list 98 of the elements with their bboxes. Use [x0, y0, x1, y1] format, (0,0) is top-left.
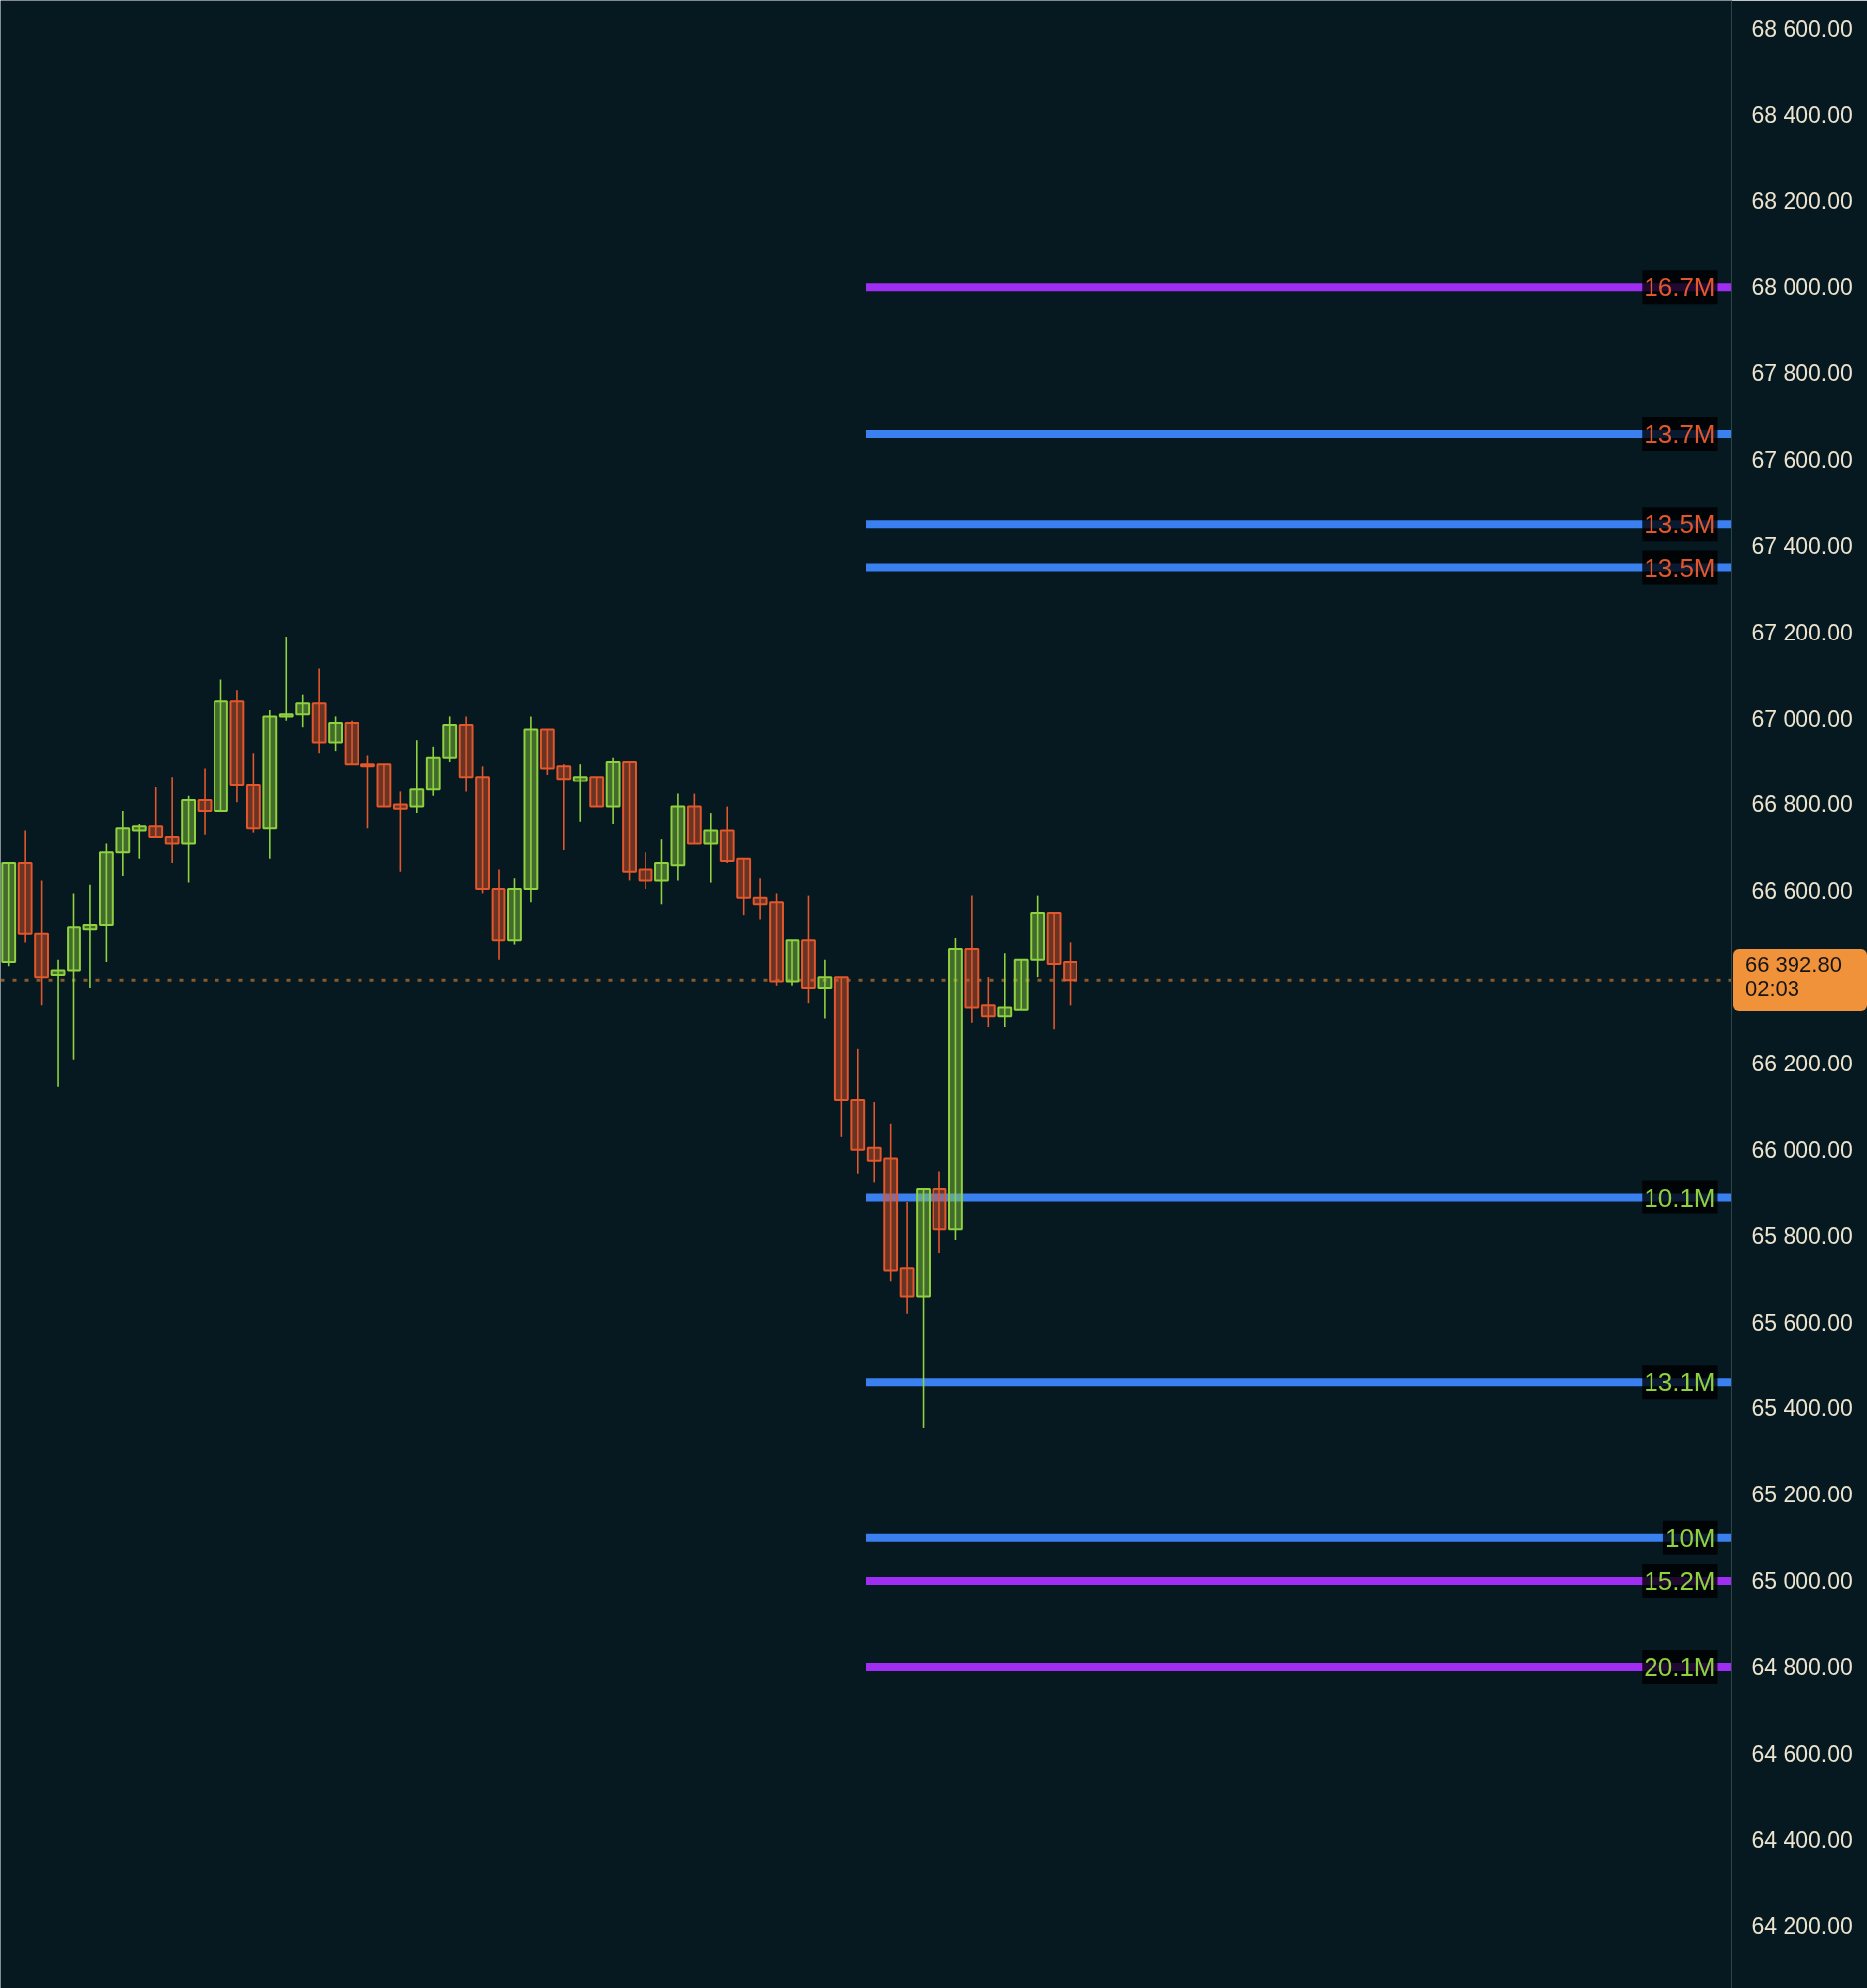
candlestick — [670, 792, 686, 882]
candlestick — [360, 754, 375, 830]
y-tick-label: 65 000.00 — [1751, 1568, 1853, 1595]
candlestick — [17, 829, 33, 944]
candlestick — [916, 1187, 931, 1429]
candlestick — [164, 776, 180, 864]
candlestick — [948, 937, 963, 1241]
candlestick — [491, 868, 506, 961]
ref-line-label: 13.1M — [1644, 1367, 1716, 1398]
y-tick-label: 68 200.00 — [1751, 188, 1853, 214]
candlestick — [980, 976, 996, 1028]
y-tick-label: 66 000.00 — [1751, 1136, 1853, 1163]
candlestick — [736, 857, 752, 916]
candlestick — [932, 1170, 947, 1254]
y-tick-label: 64 600.00 — [1751, 1740, 1853, 1767]
candlestick — [752, 877, 768, 921]
candlestick — [1013, 958, 1029, 1011]
candlestick — [850, 1047, 866, 1175]
y-tick-label: 65 400.00 — [1751, 1395, 1853, 1422]
candlestick — [899, 1201, 915, 1315]
candlestick — [833, 976, 849, 1138]
candlestick — [589, 776, 605, 808]
candlestick — [605, 756, 621, 825]
ref-line-label: 16.7M — [1644, 272, 1716, 303]
candlestick — [1030, 894, 1046, 978]
candlestick — [82, 883, 98, 989]
candlestick — [131, 823, 147, 860]
y-tick-label: 65 800.00 — [1751, 1222, 1853, 1249]
candlestick — [1063, 941, 1077, 1007]
y-tick-label: 68 600.00 — [1751, 15, 1853, 42]
candlestick — [181, 794, 197, 884]
candlestick — [866, 1101, 882, 1184]
candlestick — [572, 763, 588, 823]
candlestick — [539, 728, 555, 776]
candlestick — [34, 879, 50, 1007]
candlestick — [817, 958, 833, 1020]
candlestick — [1046, 911, 1062, 1031]
candlestick — [801, 894, 816, 1004]
candlestick — [654, 838, 669, 906]
candlestick — [475, 765, 490, 895]
candlestick — [785, 939, 800, 987]
candlestick — [344, 719, 359, 766]
candlestick — [376, 763, 392, 808]
ref-line-label: 10M — [1664, 1522, 1716, 1553]
y-tick-label: 64 800.00 — [1751, 1653, 1853, 1680]
candlestick — [638, 851, 653, 890]
y-tick-label: 64 200.00 — [1751, 1913, 1853, 1939]
ref-line-label: 20.1M — [1644, 1651, 1716, 1682]
candlestick — [311, 667, 327, 755]
candlestick — [719, 805, 735, 864]
y-tick-label: 65 200.00 — [1751, 1482, 1853, 1508]
candlestick — [245, 752, 261, 834]
y-tick-label: 67 400.00 — [1751, 532, 1853, 559]
candlestick — [964, 894, 980, 1024]
candlestick — [392, 790, 408, 873]
y-tick-label: 66 600.00 — [1751, 878, 1853, 905]
candlestick — [769, 892, 784, 987]
candlestick — [883, 1122, 899, 1283]
candlestick — [997, 952, 1013, 1028]
y-tick-label: 65 600.00 — [1751, 1309, 1853, 1336]
ref-line-label: 13.5M — [1644, 509, 1716, 540]
candlestick — [1, 862, 17, 968]
candlestick — [98, 842, 114, 963]
y-tick-label: 67 600.00 — [1751, 447, 1853, 473]
candlestick — [262, 709, 278, 860]
candlestick — [67, 892, 81, 1061]
ref-line-label: 13.7M — [1644, 418, 1716, 449]
candlestick — [523, 715, 539, 903]
y-tick-label: 67 200.00 — [1751, 619, 1853, 645]
y-tick-label: 64 400.00 — [1751, 1826, 1853, 1853]
ref-line-label: 15.2M — [1644, 1566, 1716, 1597]
candlestick — [229, 689, 245, 804]
y-tick-label: 68 000.00 — [1751, 274, 1853, 301]
y-tick-label: 67 000.00 — [1751, 705, 1853, 732]
candlestick — [622, 760, 637, 882]
candlestick — [214, 678, 228, 812]
y-tick-label: 66 800.00 — [1751, 791, 1853, 818]
candlestick — [148, 786, 164, 838]
candlestick — [295, 693, 311, 729]
candlestick — [50, 958, 66, 1088]
candlestick — [115, 810, 131, 877]
ref-line-label: 10.1M — [1644, 1182, 1716, 1212]
candlestick — [328, 715, 343, 752]
candlestick — [458, 715, 474, 793]
candlestick — [425, 745, 441, 797]
candlestick — [197, 767, 213, 836]
ref-line-label: 66 392.80 02:03 — [1733, 949, 1867, 1011]
ref-line-label: 13.5M — [1644, 552, 1716, 583]
y-tick-label: 68 400.00 — [1751, 101, 1853, 128]
candlestick — [442, 715, 458, 763]
y-tick-label: 67 800.00 — [1751, 360, 1853, 387]
candlestick — [703, 812, 719, 884]
y-tick-label: 66 200.00 — [1751, 1050, 1853, 1076]
candlestick — [507, 877, 522, 946]
candlestick — [409, 739, 425, 814]
candlestick — [278, 636, 294, 722]
candlestick — [556, 763, 572, 851]
candlestick — [686, 792, 702, 845]
